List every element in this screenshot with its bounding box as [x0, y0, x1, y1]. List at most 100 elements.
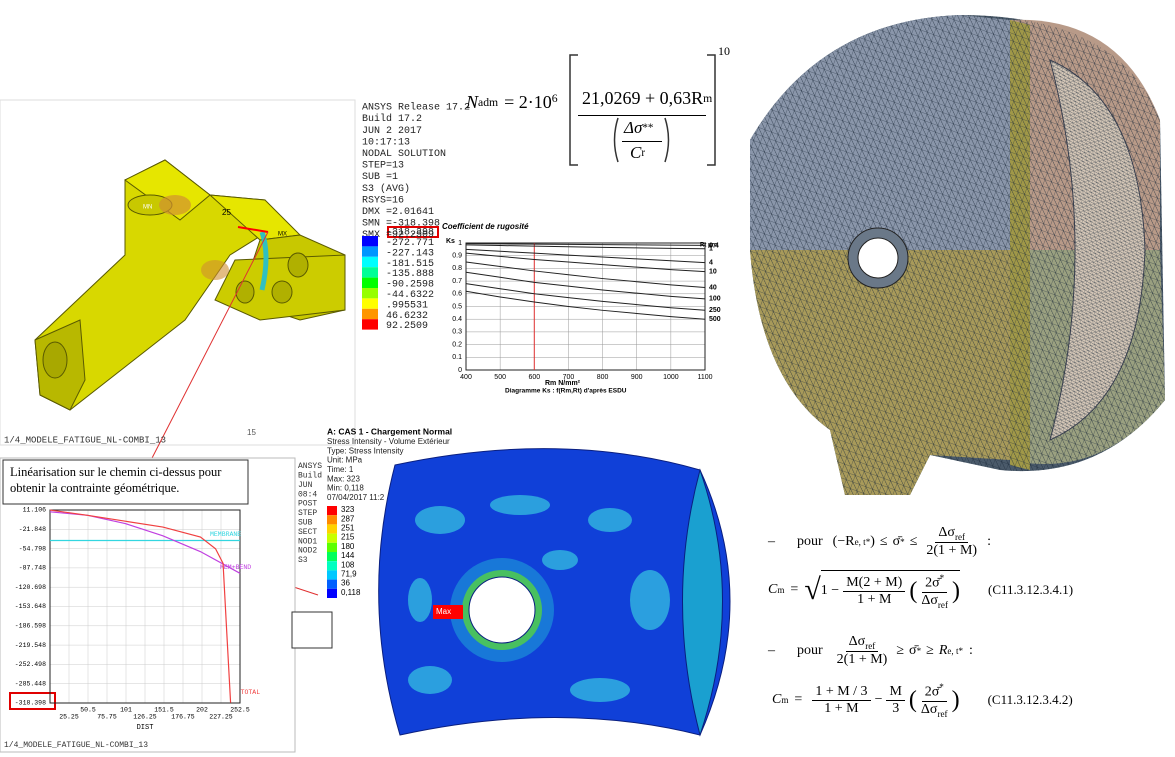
caption: Diagramme Ks : f(Rm,Rt) d'après ESDU	[505, 388, 627, 395]
symbol: 2σ̄	[924, 684, 940, 700]
legend-label: -318.398	[386, 228, 434, 239]
y-tick-label: -252.498	[15, 661, 46, 668]
info-line: ANSYS Release 17.2	[362, 102, 470, 114]
x-axis-label: Rm N/mm²	[545, 380, 581, 387]
note-box	[2, 459, 249, 505]
formula-den: Δσ **	[624, 118, 653, 138]
series-label: 4	[709, 260, 713, 267]
symbol: σ̄	[909, 642, 917, 658]
equation-ref: (C11.3.12.3.4.1)	[987, 581, 1074, 597]
symbol: ref	[865, 640, 876, 651]
series-line	[465, 252, 706, 273]
info-line: Max: 323	[327, 474, 360, 483]
legend-swatch	[327, 506, 337, 516]
footer: 1/4_MODELE_FATIGUE_NL-COMBI_13	[4, 741, 148, 750]
side-text: NOD2	[298, 547, 317, 556]
y-tick-label: 0.7	[452, 278, 462, 285]
symbol: 10	[718, 44, 730, 58]
symbol: Δσ	[938, 525, 955, 540]
symbol: ≥	[896, 642, 905, 658]
footer: 1/4_MODELE_FATIGUE_NL-COMBI_13	[4, 435, 166, 445]
legend-label: 144	[341, 551, 355, 560]
symbol: Δσ	[848, 634, 866, 649]
legend-title: Rt μm	[700, 243, 717, 249]
series-label: 1	[709, 246, 713, 253]
side-text: POST	[298, 500, 317, 509]
rule-1: – pour (−R e, t*) ≤ σ̄ * ≤ Δσref 2(1 + M) :	[768, 525, 991, 559]
info-line: SMN =-318.398	[362, 219, 440, 230]
series-line	[465, 244, 706, 250]
series-line	[465, 271, 706, 300]
callout-line	[149, 231, 269, 463]
series-label: 100	[709, 296, 721, 303]
legend-label: 251	[341, 524, 355, 533]
symbol: C	[630, 143, 642, 162]
symbol: 2σ̄	[925, 575, 940, 591]
y-tick-label: -318.398	[15, 700, 46, 707]
note-text: Linéarisation sur le chemin ci-dessus po…	[10, 465, 222, 495]
series-label: 0.4	[709, 242, 719, 249]
legend-label: 180	[341, 542, 355, 551]
symbol: m	[777, 584, 785, 595]
model-label: 25	[222, 208, 231, 217]
plot-frame	[49, 509, 241, 704]
bracket	[569, 54, 716, 166]
info-line: Build 17.2	[362, 113, 422, 125]
x-tick-label: 227.25	[209, 714, 233, 721]
legend-swatch	[327, 515, 337, 525]
x-axis-label: DIST	[137, 724, 154, 732]
equation-ref: (C11.3.12.3.4.2)	[987, 692, 1073, 708]
symbol: R	[938, 642, 948, 658]
side-text: ANSYS	[298, 462, 322, 471]
y-tick-label: 0.8	[452, 265, 462, 272]
x-tick-label: 252.5	[230, 707, 250, 714]
workbench-title: A: CAS 1 - Chargement Normal	[327, 426, 452, 436]
legend-swatch	[327, 552, 337, 562]
legend-label: 71,9	[341, 570, 357, 579]
legend-label: -44.6322	[386, 290, 434, 301]
y-tick-label: 0.2	[452, 341, 462, 348]
symbol: ref	[954, 531, 966, 542]
symbol: e, t*	[854, 536, 871, 547]
symbol: 1 + M	[857, 591, 892, 607]
symbol: 1 + M	[824, 700, 859, 716]
symbol: **	[642, 122, 654, 134]
symbol: σ̄	[892, 533, 901, 549]
x-tick-label: 1000	[663, 374, 679, 381]
highlight-box	[387, 226, 439, 238]
legend-swatch	[362, 319, 378, 330]
symbol: M(2 + M)	[843, 575, 906, 592]
x-tick-label: 800	[597, 374, 609, 381]
paren: (	[909, 577, 918, 604]
info-line: Unit: MPa	[327, 456, 363, 465]
x-tick-label: 700	[563, 374, 575, 381]
legend-label: 215	[341, 533, 355, 542]
fraction: Δσref 2(1 + M)	[837, 634, 888, 668]
symbol: −	[874, 692, 883, 708]
symbol: ≤	[879, 533, 888, 549]
x-tick-label: 50.5	[80, 707, 96, 714]
symbol: :	[987, 533, 991, 549]
symbol: 6	[551, 92, 558, 105]
symbol: –	[768, 533, 775, 549]
legend-swatch	[327, 542, 337, 552]
x-tick-label: 25.25	[59, 714, 79, 721]
legend-swatch	[327, 524, 337, 534]
legend-label: 323	[341, 505, 355, 514]
legend-label: -90.2598	[386, 280, 434, 291]
note: Linéarisation sur le chemin ci-dessus po…	[10, 465, 222, 495]
symbol: pour	[797, 533, 823, 549]
series-label: 250	[709, 307, 721, 314]
side-text: JUN	[298, 481, 313, 490]
symbol: 1 + M / 3	[812, 684, 871, 701]
series-label: MEM+BEND	[220, 564, 251, 571]
y-tick-label: 0.6	[452, 291, 462, 298]
paren: (	[908, 686, 917, 713]
symbol: *	[916, 645, 922, 656]
y-tick-label: 0.4	[452, 316, 462, 323]
x-tick-label: 75.75	[97, 714, 117, 721]
symbol: 1 −	[820, 583, 840, 599]
